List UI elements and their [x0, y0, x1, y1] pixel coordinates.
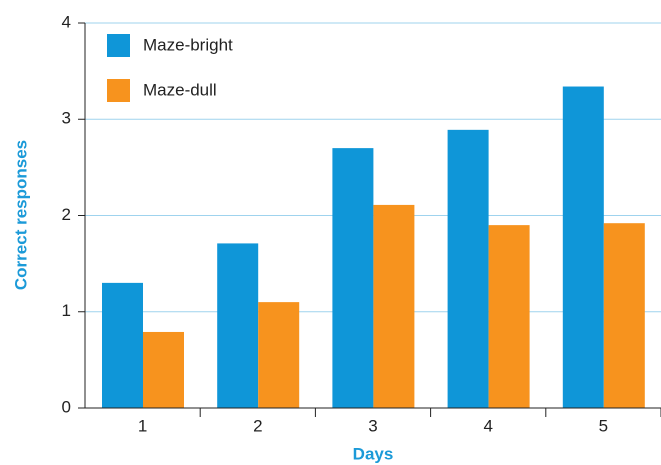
x-axis-title: Days: [353, 444, 394, 463]
x-tick-label: 2: [253, 416, 262, 435]
bar: [217, 243, 259, 408]
bar: [562, 86, 604, 409]
y-axis-title: Correct responses: [11, 140, 30, 290]
y-tick-label: 2: [62, 205, 71, 224]
bar: [373, 204, 415, 408]
y-tick-label: 4: [62, 12, 71, 31]
bar: [143, 331, 184, 408]
bar: [603, 223, 645, 408]
bar: [102, 282, 143, 408]
y-tick-label: 1: [62, 301, 71, 320]
x-tick-label: 4: [483, 416, 492, 435]
bar: [332, 148, 374, 408]
legend-label: Maze-dull: [143, 80, 217, 99]
legend-swatch: [107, 79, 130, 102]
y-tick-label: 3: [62, 109, 71, 128]
legend-label: Maze-bright: [143, 35, 233, 54]
x-tick-label: 5: [599, 416, 608, 435]
x-tick-label: 3: [368, 416, 377, 435]
x-tick-label: 1: [138, 416, 147, 435]
legend-swatch: [107, 34, 130, 57]
bar: [258, 302, 300, 408]
bar: [488, 225, 530, 408]
bar: [447, 129, 489, 408]
y-tick-label: 0: [62, 397, 71, 416]
